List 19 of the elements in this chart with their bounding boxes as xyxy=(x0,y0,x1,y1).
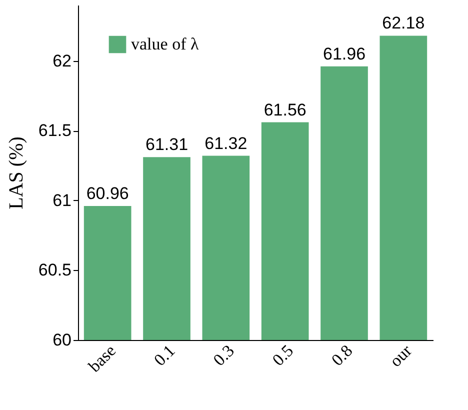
y-tick-label: 62 xyxy=(52,51,72,70)
data-label: 60.96 xyxy=(86,184,129,203)
y-tick-label: 61 xyxy=(52,190,72,210)
data-label: 61.96 xyxy=(322,44,366,64)
x-tick-label: 0.8 xyxy=(328,341,356,370)
y-tick-label: 60 xyxy=(52,330,72,350)
legend-label: value of λ xyxy=(131,34,200,54)
y-tick-label: 60.5 xyxy=(38,260,72,280)
data-label: 62.18 xyxy=(382,14,425,33)
y-tick-label: 61.5 xyxy=(38,121,72,140)
data-label: 61.56 xyxy=(264,100,306,120)
data-label: 61.31 xyxy=(145,135,188,154)
data-label: 61.32 xyxy=(204,134,248,153)
x-tick-label: 0.1 xyxy=(150,341,179,370)
x-tick-label: our xyxy=(386,340,416,371)
x-tick-label: 0.5 xyxy=(268,341,298,370)
x-tick-label: 0.3 xyxy=(209,341,238,370)
y-axis-title: LAS (%) xyxy=(5,136,28,210)
x-tick-label: base xyxy=(84,341,120,376)
